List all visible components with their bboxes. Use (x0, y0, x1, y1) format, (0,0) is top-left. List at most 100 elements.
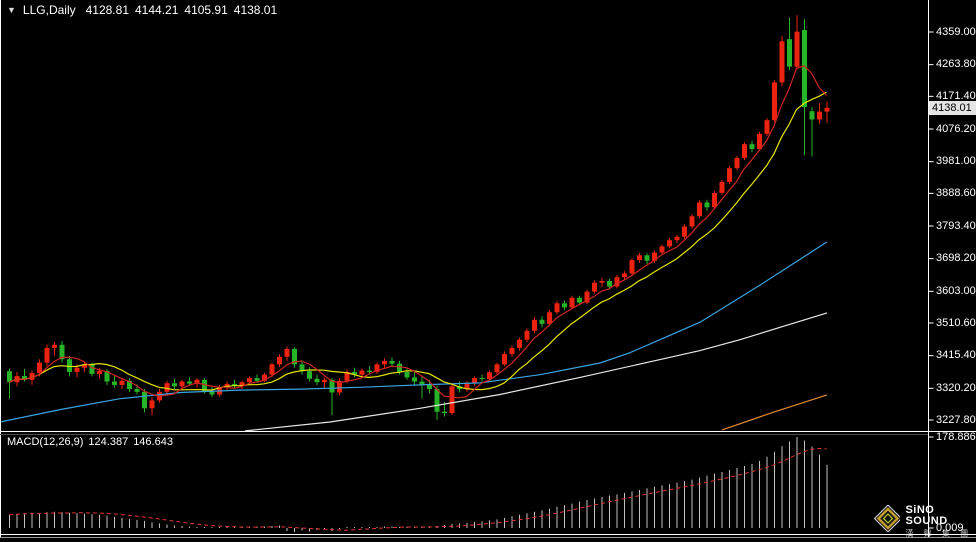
candle-body (592, 282, 597, 292)
candle-body (644, 255, 650, 261)
candle-body (764, 120, 770, 134)
candle-body (607, 281, 612, 287)
candle-body (577, 297, 582, 303)
candle-body (742, 144, 747, 158)
macd-signal-line (8, 447, 827, 531)
price-axis-label: 3227.80 (936, 413, 976, 426)
candle-body (74, 367, 80, 372)
candle-body (314, 378, 320, 383)
candle-body (689, 216, 695, 227)
macd-legend: MACD(12,26,9) 124.387 146.643 (7, 436, 178, 448)
candle-body (142, 391, 147, 409)
candle-body (802, 29, 807, 108)
candle-body (112, 381, 117, 385)
candle-body (29, 372, 35, 380)
candle-body (389, 360, 395, 364)
candle-body (164, 383, 170, 392)
candle-body (382, 360, 387, 365)
macd-axis-max-label: 178.886 (936, 430, 976, 443)
candle-body (599, 281, 605, 283)
candle-body (809, 111, 815, 120)
candle-body (284, 348, 290, 357)
macd-value: 124.387 (88, 436, 129, 448)
candle-body (502, 354, 507, 365)
candle-body (269, 364, 275, 375)
candle-body (532, 319, 537, 331)
candle-body (224, 383, 230, 388)
candle-body (472, 378, 477, 383)
candle-body (299, 364, 305, 372)
symbol-collapse-icon[interactable]: ▼ (7, 5, 16, 15)
candle-body (614, 277, 620, 287)
candle-body (667, 240, 672, 247)
current-price-tag: 4138.01 (929, 100, 976, 115)
price-axis-label: 4263.80 (936, 58, 976, 71)
candle-body (262, 374, 267, 381)
candle-body (397, 363, 402, 372)
candle-body (89, 364, 95, 374)
candle-body (697, 202, 702, 217)
candle-body (134, 389, 140, 392)
candle-body (434, 389, 440, 412)
candle-body (757, 133, 762, 149)
candle-body (194, 379, 200, 384)
broker-brand-name-cn: 漢 聲 集 團 (905, 529, 973, 538)
price-axis-label: 3981.00 (936, 155, 976, 168)
candle-body (727, 168, 732, 182)
ma-red-line (8, 65, 827, 399)
candle-body (517, 339, 522, 348)
candle-body (652, 252, 657, 261)
candle-body (82, 364, 87, 368)
candle-body (817, 111, 822, 120)
candle-body (247, 378, 252, 383)
candle-body (629, 260, 635, 274)
quote-high: 4144.21 (135, 3, 179, 17)
candle-body (352, 371, 357, 375)
symbol-period-label: LLG,Daily (22, 3, 76, 17)
sino-sound-diamond-logo-icon (874, 505, 901, 532)
candle-body (539, 319, 545, 324)
candle-body (442, 411, 447, 414)
price-axis-label: 3888.60 (936, 186, 976, 199)
candle-body (704, 202, 710, 208)
candle-body (359, 370, 365, 375)
candle-body (37, 362, 42, 373)
price-axis-label: 4359.00 (936, 25, 976, 38)
candle-body (127, 380, 132, 390)
candle-body (734, 157, 740, 169)
candle-body (104, 370, 110, 382)
price-axis-label: 3603.00 (936, 284, 976, 297)
candle-body (44, 347, 50, 363)
candle-body (149, 400, 155, 409)
candle-body (682, 226, 687, 237)
candle-body (172, 383, 177, 387)
candle-body (674, 236, 680, 241)
candle-body (794, 31, 800, 67)
macd-signal-value: 146.643 (133, 436, 173, 448)
candle-body (787, 39, 792, 67)
candle-body (457, 386, 462, 390)
candle-body (337, 380, 342, 393)
candle-body (374, 364, 380, 372)
price-axis-label: 4076.20 (936, 122, 976, 135)
candle-body (52, 344, 57, 348)
candle-body (292, 348, 297, 365)
candle-body (772, 82, 777, 121)
candle-body (449, 386, 455, 414)
candle-body (22, 376, 27, 380)
macd-indicator-label: MACD(12,26,9) (7, 436, 84, 448)
candle-body (569, 297, 575, 308)
candle-body (547, 312, 552, 324)
candle-body (562, 303, 567, 308)
candle-body (307, 371, 312, 379)
candle-body (232, 383, 237, 386)
candle-body (344, 371, 350, 381)
candle-body (524, 330, 530, 340)
candle-body (7, 371, 12, 383)
broker-brand-name: SiNO SOUND (905, 504, 948, 527)
ma-blue-line (0, 241, 828, 423)
candle-body (412, 377, 417, 382)
broker-watermark: SiNO SOUND 漢 聲 集 團 (874, 505, 976, 539)
candle-body (239, 382, 245, 386)
